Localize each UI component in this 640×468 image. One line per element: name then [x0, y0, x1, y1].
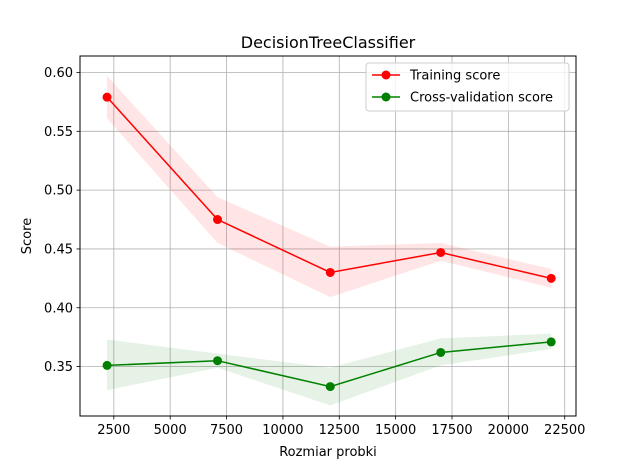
y-tick-label: 0.35	[44, 360, 73, 375]
legend-marker-training	[381, 70, 391, 80]
point-training	[102, 92, 112, 102]
y-tick-label: 0.50	[44, 184, 73, 199]
y-tick-label: 0.55	[44, 125, 73, 140]
y-axis-label: Score	[20, 218, 35, 254]
x-tick-label: 12500	[319, 423, 360, 438]
legend-marker-cv	[381, 92, 391, 102]
y-tick-label: 0.40	[44, 301, 73, 316]
plot-frame	[79, 55, 577, 417]
point-cv	[213, 356, 223, 366]
axis-ticks: 2500 5000 7500 10000 12500 15000 17500 20000 225…	[44, 66, 585, 438]
x-tick-label: 17500	[431, 423, 472, 438]
legend-box	[365, 62, 570, 112]
legend-label-cv: Cross-validation score	[410, 91, 553, 106]
series-points	[102, 92, 556, 392]
x-tick-label: 20000	[488, 423, 529, 438]
point-training	[436, 247, 446, 257]
chart-title: DecisionTreeClassifier	[241, 33, 416, 52]
x-axis-label: Rozmiar probki	[279, 445, 377, 460]
x-tick-label: 10000	[262, 423, 303, 438]
point-cv	[325, 382, 335, 392]
point-training	[325, 267, 335, 277]
point-training	[546, 273, 556, 283]
legend: Training score Cross-validation score	[365, 62, 570, 112]
y-tick-label: 0.45	[44, 242, 73, 257]
legend-label-training: Training score	[409, 69, 500, 84]
grid-layer	[80, 56, 576, 416]
x-tick-label: 5000	[154, 423, 187, 438]
point-cv	[546, 337, 556, 347]
x-tick-label: 2500	[97, 423, 130, 438]
point-cv	[436, 347, 446, 357]
x-tick-label: 22500	[544, 423, 585, 438]
x-tick-label: 7500	[210, 423, 243, 438]
point-cv	[102, 360, 112, 370]
band-training	[107, 76, 552, 298]
y-tick-label: 0.60	[44, 66, 73, 81]
x-tick-label: 15000	[375, 423, 416, 438]
point-training	[213, 215, 223, 225]
